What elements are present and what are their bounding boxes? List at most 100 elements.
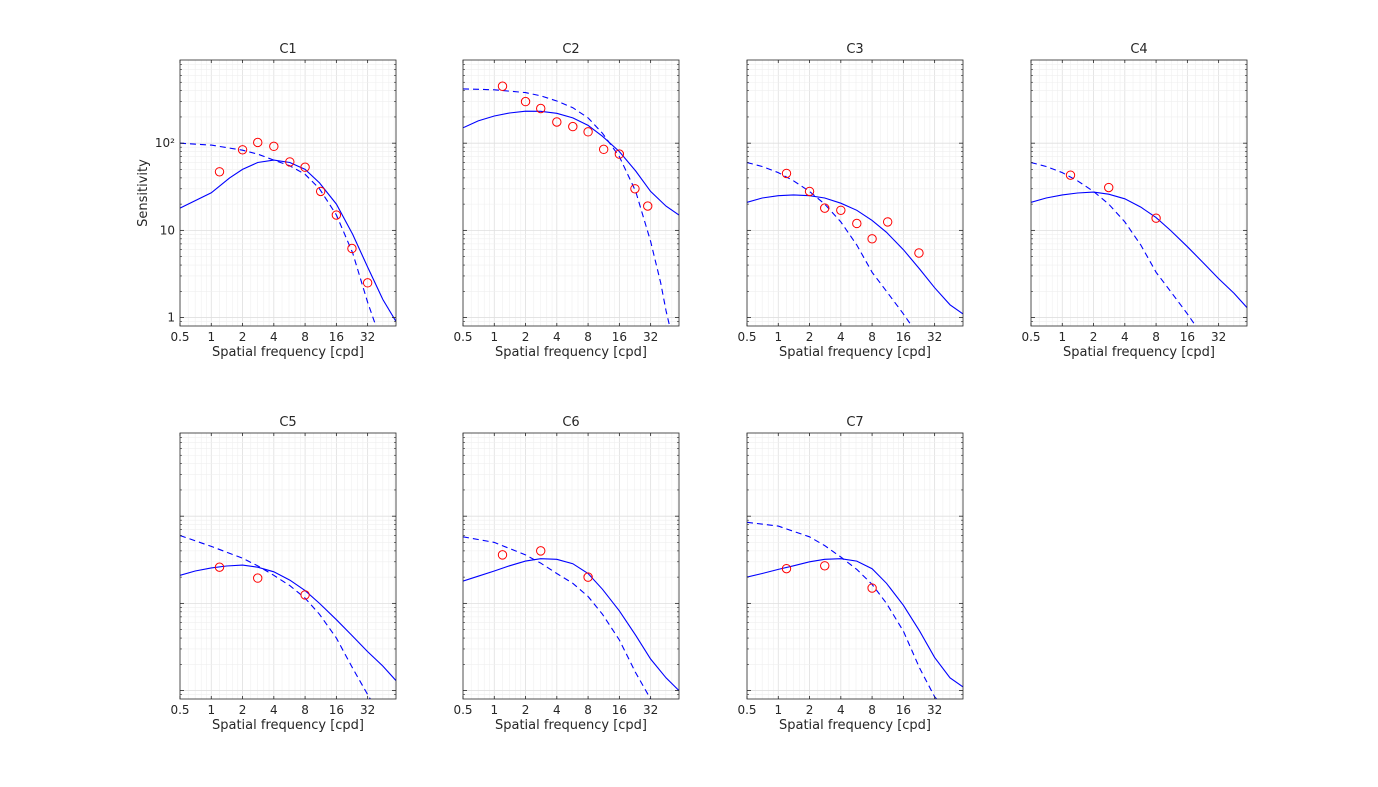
subplot-title: C5	[279, 415, 296, 430]
axes-box	[462, 59, 680, 327]
dashed-curve	[180, 142, 377, 326]
x-tick-label: 16	[1180, 330, 1195, 344]
x-tick-label: 1	[490, 703, 498, 717]
x-tick-label: 8	[868, 330, 876, 344]
x-tick-label: 2	[1090, 330, 1098, 344]
x-axis-label: Spatial frequency [cpd]	[1063, 345, 1215, 360]
data-point	[497, 81, 508, 91]
data-layer	[180, 137, 396, 326]
plot-area	[747, 433, 963, 699]
data-layer	[747, 161, 963, 326]
grid	[1031, 60, 1247, 326]
data-point	[300, 590, 310, 600]
data-point	[882, 217, 893, 227]
x-tick-label: 32	[927, 703, 942, 717]
x-tick-label: 32	[1211, 330, 1226, 344]
y-axis-label: Sensitivity	[136, 159, 151, 227]
x-axis-label: Spatial frequency [cpd]	[495, 345, 647, 360]
subplot-c2: 0.5 1 2 4 8 16 32 C2 Spatial frequency [cpd]	[453, 42, 680, 360]
subplot-c3: 0.5 1 2 4 8 16 32 C3 Spatial frequency [cpd]	[737, 42, 964, 360]
x-tick-label: 1	[774, 330, 782, 344]
grid	[463, 433, 679, 699]
dashed-curve	[463, 88, 671, 326]
x-tick-label: 2	[239, 703, 247, 717]
subplot-c6: 0.5 1 2 4 8 16 32 C6 Spatial frequency [cpd]	[453, 415, 680, 733]
x-tick-label: 2	[522, 330, 530, 344]
dashed-curve	[180, 534, 371, 699]
axes-box	[746, 432, 964, 700]
dashed-curve	[747, 161, 913, 326]
data-point	[1104, 182, 1114, 193]
x-tick-label: 2	[239, 330, 247, 344]
data-point	[214, 562, 225, 572]
data-point	[1151, 213, 1161, 223]
data-point	[852, 218, 862, 229]
solid-curve	[180, 564, 396, 681]
axes-box	[462, 432, 680, 700]
subplot-title: C7	[846, 415, 863, 430]
y-tick-label: 10²	[155, 136, 175, 150]
x-axis-label: Spatial frequency [cpd]	[495, 718, 647, 733]
x-tick-label: 4	[553, 330, 561, 344]
x-tick-label: 32	[927, 330, 942, 344]
solid-curve	[180, 159, 396, 322]
y-tick-label: 1	[167, 311, 175, 325]
data-point	[781, 168, 792, 179]
data-point	[583, 127, 593, 137]
data-point	[614, 149, 625, 159]
data-layer	[747, 521, 963, 699]
subplot-title: C2	[562, 42, 579, 57]
data-point	[568, 121, 578, 132]
x-tick-label: 32	[360, 703, 375, 717]
x-tick-label: 2	[522, 703, 530, 717]
axes-box	[179, 59, 397, 327]
data-point	[315, 186, 326, 197]
x-tick-label: 1	[490, 330, 498, 344]
data-point	[630, 184, 640, 194]
data-point	[237, 145, 248, 155]
data-point	[804, 186, 815, 197]
x-tick-label: 1	[774, 703, 782, 717]
x-tick-label: 0.5	[1021, 330, 1040, 344]
data-point	[552, 117, 562, 127]
data-point	[781, 563, 792, 574]
x-tick-label: 0.5	[170, 703, 189, 717]
x-tick-label: 2	[806, 703, 814, 717]
subplot-c4: 0.5 1 2 4 8 16 32 C4 Spatial frequency [cpd]	[1021, 42, 1248, 360]
x-tick-label: 4	[837, 330, 845, 344]
x-axis-label: Spatial frequency [cpd]	[779, 718, 931, 733]
dashed-curve	[747, 521, 938, 699]
data-point	[598, 144, 609, 155]
solid-curve	[463, 110, 679, 216]
x-tick-label: 32	[643, 703, 658, 717]
data-point	[214, 167, 225, 177]
data-point	[867, 583, 877, 593]
x-tick-label: 8	[868, 703, 876, 717]
x-axis-label: Spatial frequency [cpd]	[212, 718, 364, 733]
plot-area	[180, 60, 396, 326]
subplot-title: C3	[846, 42, 863, 57]
data-point	[1065, 170, 1076, 180]
data-point	[285, 157, 295, 167]
x-axis-label: Spatial frequency [cpd]	[212, 345, 364, 360]
data-point	[497, 550, 508, 560]
x-tick-label: 1	[207, 703, 215, 717]
x-tick-label: 32	[360, 330, 375, 344]
x-tick-label: 0.5	[737, 703, 756, 717]
grid	[747, 433, 963, 699]
data-point	[362, 278, 373, 288]
axes-box	[1030, 59, 1248, 327]
x-tick-label: 8	[584, 330, 592, 344]
grid	[180, 433, 396, 699]
x-tick-label: 16	[612, 330, 627, 344]
data-point	[914, 248, 924, 258]
grid	[463, 60, 679, 326]
data-point	[643, 201, 653, 211]
data-layer	[463, 81, 679, 326]
x-tick-label: 1	[1058, 330, 1066, 344]
data-point	[331, 210, 342, 220]
solid-curve	[463, 558, 679, 691]
dashed-curve	[463, 536, 652, 699]
x-tick-label: 2	[806, 330, 814, 344]
data-layer	[1031, 161, 1247, 326]
